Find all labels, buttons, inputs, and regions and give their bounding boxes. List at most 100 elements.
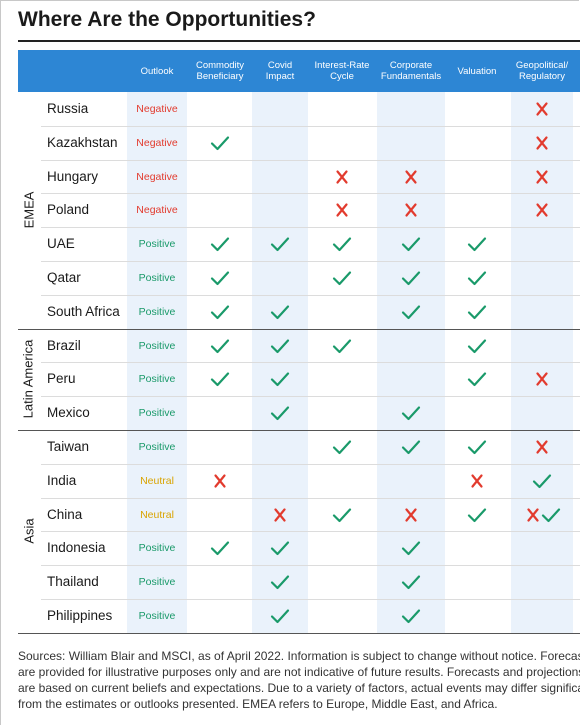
row-divider [41, 497, 580, 499]
check-icon [467, 369, 487, 389]
chart-title: Where Are the Opportunities? [18, 8, 316, 31]
country-name: Qatar [47, 270, 81, 285]
row-divider [41, 396, 580, 398]
column-header: Outlook [140, 65, 174, 77]
row-divider [41, 599, 580, 600]
check-icon [270, 606, 290, 626]
check-icon [270, 572, 290, 592]
outlook-badge: Positive [138, 272, 176, 284]
outlook-badge: Negative [136, 170, 178, 183]
check-icon [401, 403, 421, 423]
outlook-badge: Neutral [140, 508, 174, 521]
check-icon [270, 234, 290, 254]
row-divider [41, 159, 580, 161]
outlook-badge: Positive [138, 542, 176, 555]
title-rule [18, 40, 580, 42]
cross-icon [401, 505, 421, 525]
outlook-badge: Positive [138, 441, 176, 453]
check-icon [270, 369, 290, 389]
cross-icon [401, 200, 421, 220]
outlook-badge: Positive [138, 576, 176, 589]
group-divider [18, 328, 580, 330]
column-header: Geopolitical/ Regulatory [515, 60, 569, 82]
country-name: Brazil [47, 337, 81, 353]
header-band [18, 50, 580, 92]
check-icon [532, 471, 552, 491]
cross-icon [270, 505, 290, 525]
check-icon [401, 606, 421, 626]
row-divider [41, 463, 580, 465]
cross-icon [532, 369, 552, 389]
outlook-badge: Positive [138, 305, 176, 318]
check-icon [401, 538, 421, 558]
country-name: Philippines [47, 608, 113, 623]
check-icon [210, 538, 230, 558]
cross-icon [532, 167, 552, 187]
check-icon [210, 336, 230, 356]
check-icon [467, 437, 487, 457]
column-header: Valuation [457, 65, 497, 77]
region-label: Asia [21, 518, 37, 545]
cross-icon [401, 167, 421, 187]
column-header: Commodity Beneficiary [195, 60, 245, 82]
row-divider [41, 294, 580, 296]
check-icon [401, 302, 421, 322]
check-icon [401, 234, 421, 254]
check-icon [332, 268, 352, 288]
row-divider [41, 193, 580, 195]
row-divider [41, 531, 580, 533]
column-header: Covid Impact [265, 60, 295, 82]
cross-icon [332, 167, 352, 187]
outlook-badge: Negative [136, 136, 178, 149]
outlook-badge: Negative [136, 204, 178, 217]
row-divider [41, 227, 580, 229]
column-header: Interest-Rate Cycle [314, 60, 370, 82]
check-icon [210, 234, 230, 254]
row-divider [41, 362, 580, 364]
country-name: UAE [47, 236, 75, 252]
country-name: China [47, 506, 83, 522]
outlook-badge: Positive [138, 373, 176, 386]
check-icon [332, 234, 352, 254]
group-divider [18, 632, 580, 634]
check-icon [467, 268, 487, 288]
check-icon [467, 505, 487, 525]
cross-icon [532, 133, 552, 153]
country-name: Russia [47, 101, 89, 116]
check-icon [210, 302, 230, 322]
check-icon [270, 302, 290, 322]
cross-icon [532, 99, 552, 119]
check-icon [332, 437, 352, 457]
row-divider [41, 565, 580, 567]
group-divider [18, 430, 580, 431]
check-icon [270, 538, 290, 558]
check-icon [210, 369, 230, 389]
outlook-badge: Positive [138, 407, 176, 420]
country-name: Taiwan [47, 439, 90, 454]
cross-icon [210, 471, 230, 491]
country-name: Kazakhstan [47, 134, 118, 150]
country-name: Peru [47, 371, 76, 387]
outlook-badge: Positive [138, 238, 176, 251]
check-icon [332, 336, 352, 356]
check-icon [401, 572, 421, 592]
check-icon [332, 505, 352, 525]
cross-icon [332, 200, 352, 220]
region-label: EMEA [21, 191, 36, 229]
outlook-badge: Negative [136, 103, 178, 115]
row-divider [41, 125, 580, 127]
column-header: Corporate Fundamentals [380, 60, 442, 82]
country-name: India [47, 472, 77, 488]
outlook-badge: Neutral [140, 474, 174, 487]
check-icon [401, 437, 421, 457]
check-icon [270, 336, 290, 356]
check-icon [210, 133, 230, 153]
country-name: Mexico [47, 405, 90, 421]
country-name: South Africa [47, 303, 120, 319]
cross-icon [532, 437, 552, 457]
check-icon [541, 505, 561, 525]
country-name: Thailand [47, 574, 99, 590]
cross-icon [532, 200, 552, 220]
outlook-badge: Positive [138, 610, 176, 622]
